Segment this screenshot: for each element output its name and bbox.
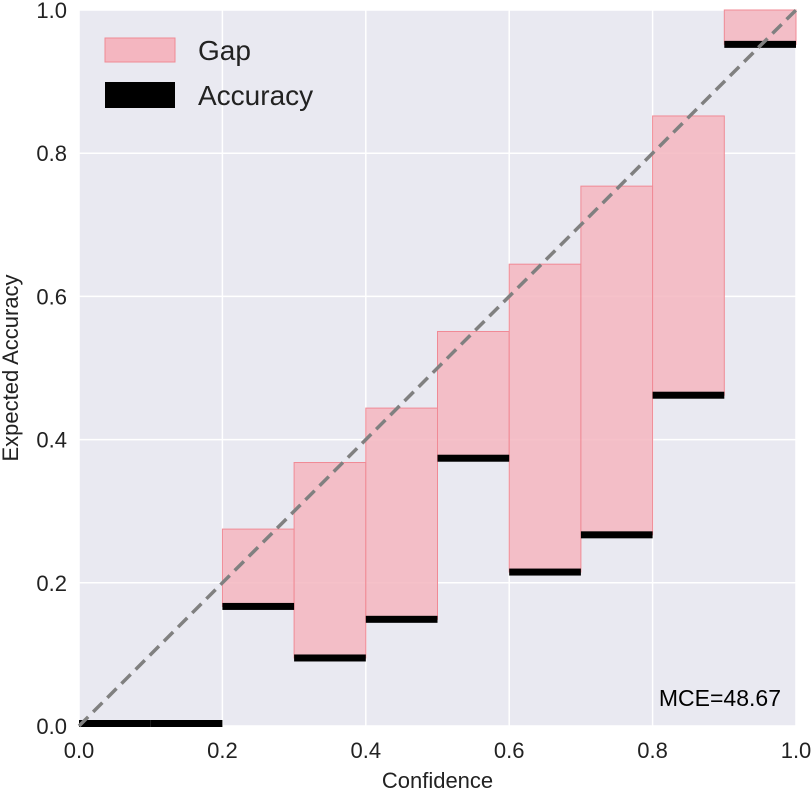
x-tick-label: 0.2 — [207, 738, 238, 763]
gap-bars — [221, 9, 797, 659]
gap-bar-2 — [221, 528, 295, 607]
legend-accuracy-swatch — [105, 82, 175, 108]
y-tick-label: 0.0 — [36, 714, 67, 739]
gap-bar-9 — [723, 9, 797, 45]
y-axis-ticks: 0.0 0.2 0.4 0.6 0.8 1.0 — [36, 0, 67, 739]
y-axis-label: Expected Accuracy — [0, 274, 23, 461]
y-tick-label: 0.6 — [36, 284, 67, 309]
x-tick-label: 0.4 — [351, 738, 382, 763]
legend-accuracy-label: Accuracy — [198, 80, 313, 111]
gap-bar-5 — [437, 330, 510, 459]
y-tick-label: 0.8 — [36, 141, 67, 166]
legend-gap-swatch — [104, 37, 176, 63]
accuracy-bar-6 — [509, 568, 581, 576]
gap-bar-7 — [580, 185, 654, 536]
accuracy-bar-7 — [580, 531, 653, 539]
y-tick-label: 0.2 — [36, 571, 67, 596]
accuracy-bar-8 — [652, 391, 725, 399]
x-tick-label: 0.6 — [494, 738, 525, 763]
perfect-calibration-line — [77, 8, 798, 728]
x-axis-ticks: 0.0 0.2 0.4 0.6 0.8 1.0 — [64, 738, 812, 763]
accuracy-bar-5 — [437, 454, 510, 462]
x-tick-label: 1.0 — [781, 738, 812, 763]
y-tick-label: 0.4 — [36, 428, 67, 453]
accuracy-bar-0 — [79, 720, 151, 727]
mce-annotation: MCE=48.67 — [659, 685, 781, 711]
accuracy-bar-4 — [365, 615, 438, 623]
legend: Gap Accuracy — [104, 35, 313, 111]
gap-bar-4 — [365, 407, 438, 620]
accuracy-bar-2 — [222, 602, 295, 610]
x-tick-label: 0.8 — [637, 738, 668, 763]
gap-bar-6 — [508, 263, 582, 573]
accuracy-bar-1 — [150, 720, 223, 727]
gap-bar-3 — [293, 462, 367, 659]
accuracy-bar-3 — [294, 654, 366, 662]
x-tick-label: 0.0 — [64, 738, 95, 763]
x-axis-label: Confidence — [382, 768, 493, 793]
gap-bar-8 — [652, 115, 725, 396]
legend-gap-label: Gap — [198, 35, 251, 66]
y-tick-label: 1.0 — [36, 0, 67, 23]
